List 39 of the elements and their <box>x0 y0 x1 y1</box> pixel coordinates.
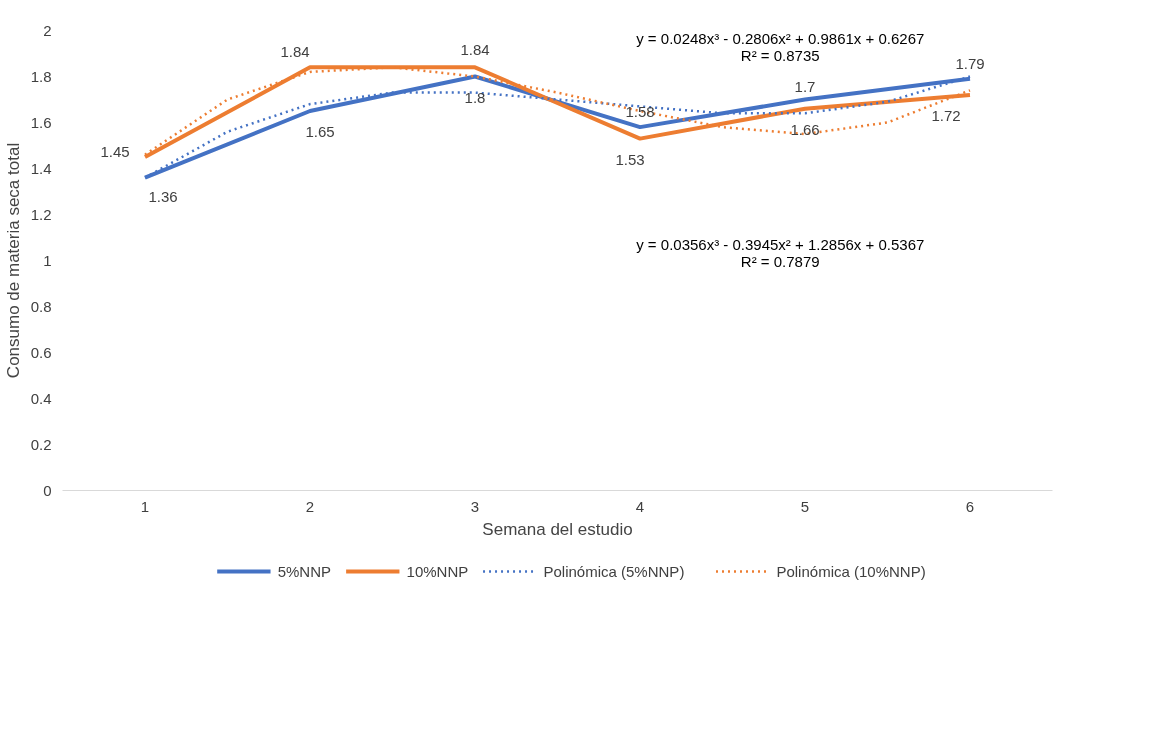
y-tick-label: 2 <box>43 21 52 39</box>
data-label: 1.53 <box>615 150 645 168</box>
legend-label: 10%NNP <box>406 563 469 580</box>
y-axis-title: Consumo de materia seca total <box>3 142 23 379</box>
y-tick-label: 0.4 <box>30 389 52 407</box>
legend-label: Polinómica (5%NNP) <box>543 563 685 580</box>
y-tick-label: 0.6 <box>30 343 52 361</box>
x-tick-label: 3 <box>470 497 480 515</box>
annotation: y = 0.0248x³ - 0.2806x² + 0.9861x + 0.6267 <box>636 30 925 48</box>
x-tick-label: 5 <box>800 497 810 515</box>
x-tick-label: 2 <box>305 497 315 515</box>
x-axis-title: Semana del estudio <box>482 519 633 539</box>
data-label: 1.66 <box>790 120 820 138</box>
x-tick-label: 4 <box>635 497 645 515</box>
data-label: 1.7 <box>794 77 816 95</box>
y-tick-label: 0 <box>43 481 52 499</box>
y-tick-label: 1 <box>43 251 52 269</box>
y-tick-label: 1.6 <box>30 113 52 131</box>
data-label: 1.8 <box>464 88 486 106</box>
data-label: 1.72 <box>931 106 961 124</box>
annotation: R² = 0.7879 <box>740 253 820 271</box>
data-label: 1.84 <box>280 43 310 61</box>
annotation: y = 0.0356x³ - 0.3945x² + 1.2856x + 0.5367 <box>636 235 925 253</box>
y-tick-label: 0.2 <box>30 435 52 453</box>
x-tick-label: 1 <box>140 497 150 515</box>
x-tick-label: 6 <box>965 497 975 515</box>
legend-label: 5%NNP <box>277 563 332 580</box>
data-label: 1.84 <box>460 41 490 59</box>
data-label: 1.45 <box>100 143 130 160</box>
y-tick-label: 1.4 <box>30 159 52 177</box>
legend-label: Polinómica (10%NNP) <box>776 563 926 580</box>
data-label: 1.79 <box>955 54 985 72</box>
y-tick-label: 1.8 <box>30 67 52 85</box>
y-tick-label: 1.2 <box>30 205 52 223</box>
y-tick-label: 0.8 <box>30 297 52 315</box>
annotation: R² = 0.8735 <box>740 47 820 65</box>
data-label: 1.58 <box>625 103 655 121</box>
data-label: 1.36 <box>148 187 178 205</box>
data-label: 1.65 <box>305 123 335 140</box>
